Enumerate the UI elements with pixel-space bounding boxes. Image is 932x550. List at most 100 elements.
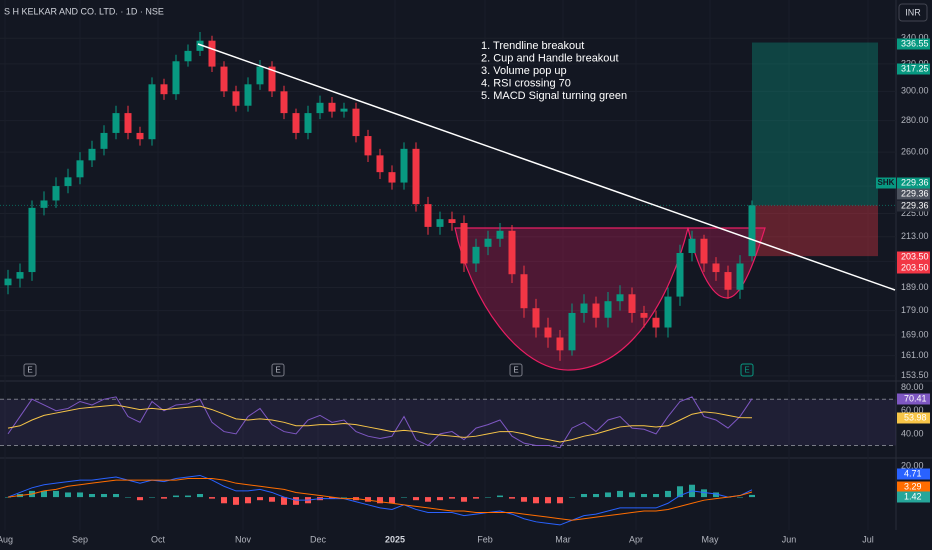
candle-body [640, 312, 648, 318]
earnings-marker-label: E [275, 366, 280, 375]
candle-body [664, 296, 672, 328]
histogram-bar [449, 497, 455, 499]
histogram-bar [461, 497, 467, 502]
earnings-marker [271, 363, 285, 377]
candle-body [136, 132, 144, 140]
candle-body [244, 84, 252, 106]
currency-button[interactable] [898, 3, 928, 22]
histogram-bar [173, 495, 179, 498]
earnings-marker [509, 363, 523, 377]
y-tick-label: 280.00 [901, 115, 929, 125]
ticker-label-bg [876, 177, 896, 189]
candle-body [496, 230, 504, 239]
candle-body [520, 274, 528, 309]
x-tick-label: Feb [477, 534, 493, 544]
ticker-label: SHK [878, 178, 895, 187]
candle-body [508, 230, 516, 275]
histogram-bar [569, 497, 575, 498]
histogram-bar [605, 492, 611, 498]
position-target-zone [752, 42, 878, 206]
histogram-bar [125, 497, 131, 498]
candle-body [592, 303, 600, 318]
histogram-bar [665, 490, 671, 498]
price-label-bg [897, 251, 930, 263]
histogram-bar [617, 490, 623, 498]
histogram-bar [545, 497, 551, 504]
histogram-bar [713, 492, 719, 498]
histogram-bar [53, 490, 59, 498]
annotation: 4. RSI crossing 70 [481, 77, 571, 89]
histogram-bar [389, 497, 395, 504]
histogram-bar [521, 497, 527, 502]
value-label: 4.71 [904, 468, 922, 478]
candle-body [76, 160, 84, 178]
candle-body [184, 50, 192, 62]
x-tick-label: Oct [151, 534, 166, 544]
histogram-bar [257, 497, 263, 501]
x-tick-label: Sep [72, 534, 88, 544]
candle-body [124, 113, 132, 133]
candle-body [280, 91, 288, 114]
candle-body [436, 219, 444, 227]
candle-body [208, 40, 216, 67]
price-label-bg [897, 200, 930, 212]
candle-body [352, 108, 360, 137]
candle-body [712, 263, 720, 273]
histogram-bar [365, 497, 371, 502]
histogram-bar [101, 494, 107, 498]
candle-body [604, 301, 612, 318]
candle-body [676, 252, 684, 297]
histogram-bar [341, 497, 347, 498]
y-tick-label: 40.00 [901, 428, 924, 438]
price-label-bg [897, 188, 930, 200]
value-label-bg [897, 412, 930, 424]
histogram-bar [473, 497, 479, 499]
histogram-bar [629, 492, 635, 498]
histogram-bar [293, 497, 299, 505]
y-tick-label: 213.00 [901, 231, 929, 241]
currency[interactable]: INR [905, 7, 921, 17]
candle-body [4, 278, 12, 286]
candle-body [388, 172, 396, 183]
candle-body [148, 84, 156, 140]
y-tick-label: 320.00 [901, 58, 929, 68]
histogram-bar [233, 497, 239, 505]
candle-body [40, 200, 48, 208]
y-tick-label: 20.00 [901, 461, 924, 471]
price-label-bg [897, 38, 930, 50]
candle-body [16, 272, 24, 279]
candle-body [724, 272, 732, 290]
histogram-bar [425, 497, 431, 502]
candle-body [616, 294, 624, 302]
candle-body [340, 108, 348, 112]
x-tick-label: Apr [629, 534, 643, 544]
y-tick-label: 225.00 [901, 208, 929, 218]
earnings-marker [740, 363, 754, 377]
candle-body [376, 155, 384, 173]
histogram-bar [749, 494, 755, 498]
y-tick-label: 153.50 [901, 370, 929, 380]
indicator-line [7, 404, 753, 443]
value-label: 53.98 [904, 412, 927, 422]
trendline [197, 43, 896, 291]
price-label-bg [897, 177, 930, 189]
y-tick-label: 260.00 [901, 146, 929, 156]
candle-body [292, 113, 300, 133]
indicator-line [7, 474, 753, 526]
x-tick-label: Jun [782, 534, 797, 544]
value-label-bg [897, 491, 930, 503]
candle-body [256, 66, 264, 85]
candle-body [364, 136, 372, 156]
value-label: 70.41 [904, 393, 927, 403]
price-label-bg [897, 63, 930, 75]
histogram-bar [185, 495, 191, 498]
price-label: 317.25 [901, 63, 929, 73]
marks [0, 31, 896, 526]
value-label: 1.42 [904, 491, 922, 501]
histogram-bar [737, 497, 743, 498]
histogram-bar [113, 494, 119, 498]
price-label-bg [897, 262, 930, 274]
price-label: 203.50 [901, 262, 929, 272]
histogram-bar [77, 492, 83, 498]
